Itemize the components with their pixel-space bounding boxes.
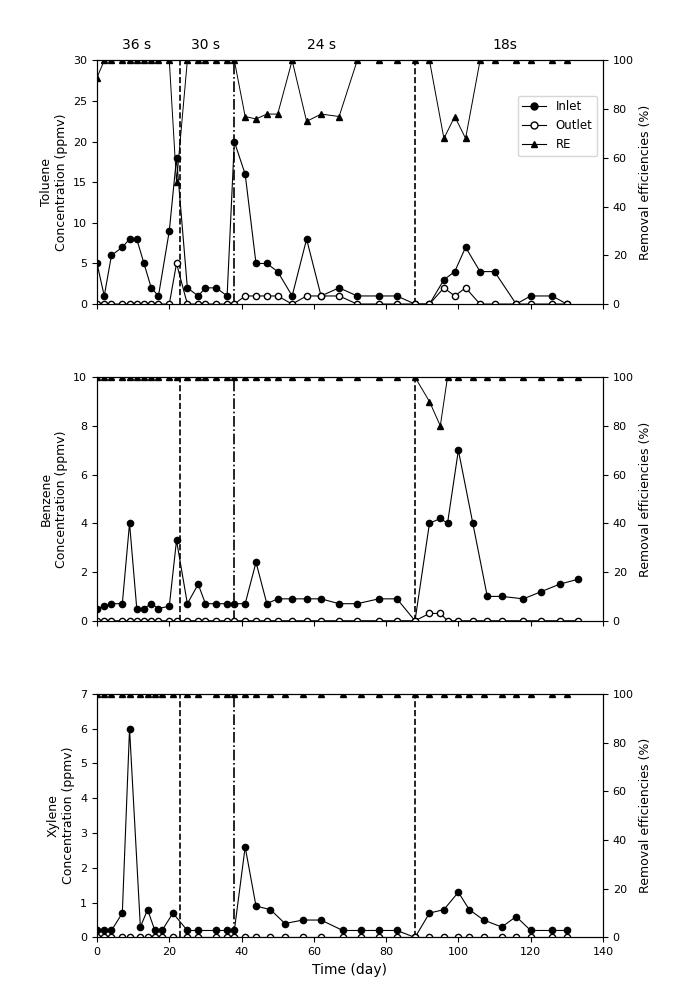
- Y-axis label: Removal efficiencies (%): Removal efficiencies (%): [639, 105, 652, 260]
- Y-axis label: Removal efficiencies (%): Removal efficiencies (%): [639, 421, 652, 577]
- Text: 30 s: 30 s: [191, 38, 220, 52]
- Text: 18s: 18s: [493, 38, 518, 52]
- Text: 36 s: 36 s: [122, 38, 151, 52]
- Y-axis label: Removal efficiencies (%): Removal efficiencies (%): [639, 738, 652, 893]
- Y-axis label: Benzene
Concentration (ppmv): Benzene Concentration (ppmv): [40, 430, 68, 568]
- Y-axis label: Xylene
Concentration (ppmv): Xylene Concentration (ppmv): [46, 747, 75, 884]
- Text: 24 s: 24 s: [306, 38, 335, 52]
- Legend: Inlet, Outlet, RE: Inlet, Outlet, RE: [518, 96, 597, 156]
- Y-axis label: Toluene
Concentration (ppmv): Toluene Concentration (ppmv): [40, 114, 68, 251]
- X-axis label: Time (day): Time (day): [313, 963, 387, 977]
